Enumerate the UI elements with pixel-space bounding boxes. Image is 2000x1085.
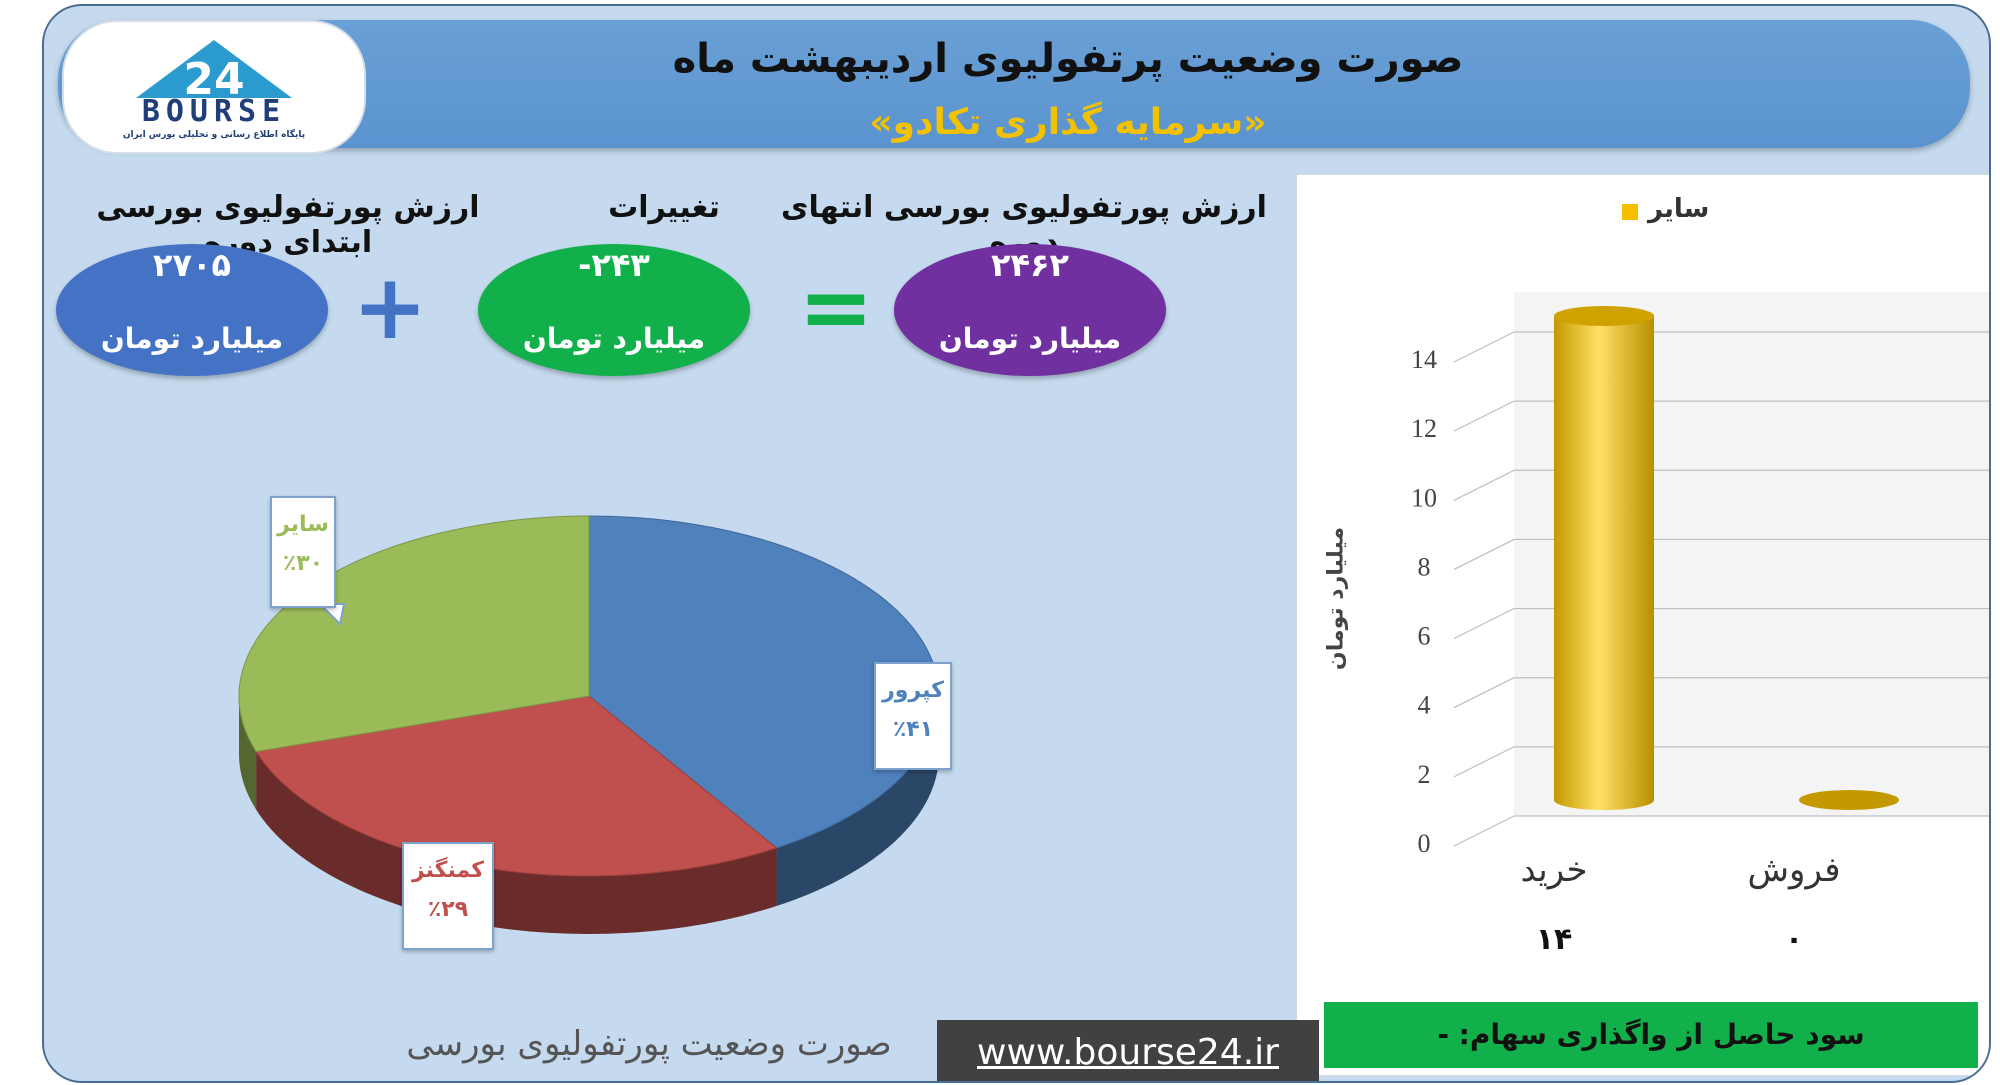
legend-series-name: سایر bbox=[1648, 194, 1710, 224]
end-value-oval: ۲۴۶۲ میلیارد تومان bbox=[894, 244, 1166, 376]
bar-y-tick-label: 10 bbox=[1411, 483, 1437, 512]
bar-gridline-side bbox=[1453, 469, 1515, 501]
bar-y-tick-label: 0 bbox=[1418, 829, 1431, 858]
change-label: تغییرات bbox=[608, 190, 720, 225]
bar-y-tick-label: 4 bbox=[1418, 691, 1431, 720]
pie-chart bbox=[238, 515, 940, 934]
bar-sell bbox=[1799, 790, 1899, 810]
change-value-unit: میلیارد تومان bbox=[522, 322, 706, 355]
bar-buy bbox=[1554, 316, 1654, 810]
pie-callout-other: سایر ٪۳۰ bbox=[270, 496, 336, 608]
bar-gridline-side bbox=[1453, 608, 1515, 640]
pie-value-other: ٪۳۰ bbox=[282, 551, 324, 576]
header-banner: صورت وضعیت پرتفولیوی اردیبهشت ماه «سرمای… bbox=[58, 20, 1970, 148]
equals-sign: = bbox=[798, 255, 874, 360]
start-value-oval: ۲۷۰۵ میلیارد تومان bbox=[56, 244, 328, 376]
page-title: صورت وضعیت پرتفولیوی اردیبهشت ماه bbox=[672, 36, 1464, 82]
pie-label-kaprovar: کپرور bbox=[882, 678, 944, 703]
pie-label-kamangan: کمنگنز bbox=[412, 858, 484, 883]
bar-category-sell: فروش bbox=[1747, 850, 1841, 890]
bar-gridline-side bbox=[1453, 746, 1515, 778]
bar-gridline-side bbox=[1453, 815, 1515, 847]
start-value: ۲۷۰۵ bbox=[152, 246, 232, 284]
bar-chart: 0 2 4 6 8 10 12 14 bbox=[1411, 292, 1989, 858]
bar-gridline-side bbox=[1453, 331, 1515, 363]
pie-value-kaprovar: ٪۴۱ bbox=[892, 717, 934, 742]
bar-y-tick-label: 8 bbox=[1418, 552, 1431, 581]
end-value-unit: میلیارد تومان bbox=[938, 322, 1122, 355]
report-frame: صورت وضعیت پرتفولیوی اردیبهشت ماه «سرمای… bbox=[42, 4, 1991, 1083]
bar-gridline-side bbox=[1453, 400, 1515, 432]
bar-y-tick-label: 6 bbox=[1418, 622, 1431, 651]
bar-value-buy: ۱۴ bbox=[1535, 922, 1573, 957]
logo-tagline: پایگاه اطلاع رسانی و تحلیلی بورس ایران bbox=[122, 130, 306, 140]
end-value: ۲۴۶۲ bbox=[990, 246, 1070, 284]
change-value-oval: -۲۴۳ میلیارد تومان bbox=[478, 244, 750, 376]
plus-sign: + bbox=[352, 255, 428, 360]
pie-value-kamangan: ٪۲۹ bbox=[427, 897, 469, 922]
bar-value-sell: ۰ bbox=[1784, 922, 1804, 957]
change-value: -۲۴۳ bbox=[578, 246, 650, 284]
pie-slice-kamangan-side bbox=[256, 751, 777, 934]
pie-callout-kamangan: کمنگنز ٪۲۹ bbox=[402, 842, 494, 950]
bar-gridline-side bbox=[1453, 538, 1515, 570]
bar-y-tick-label: 14 bbox=[1411, 345, 1437, 374]
page-subtitle: «سرمایه گذاری تکادو» bbox=[869, 102, 1267, 143]
pie-label-other: سایر bbox=[277, 512, 329, 537]
logo-text: BOURSE bbox=[141, 94, 287, 129]
bar-y-tick-label: 12 bbox=[1411, 414, 1437, 443]
start-value-unit: میلیارد تومان bbox=[100, 322, 284, 355]
bar-y-axis-label: میلیارد تومان bbox=[1323, 526, 1349, 671]
legend-swatch bbox=[1622, 204, 1638, 220]
bar-y-tick-label: 2 bbox=[1418, 760, 1431, 789]
pie-callout-kaprovar: کپرور ٪۴۱ bbox=[874, 662, 952, 770]
website-text[interactable]: www.bourse24.ir bbox=[977, 1032, 1279, 1073]
pie-caption: صورت وضعیت پورتفولیوی بورسی bbox=[406, 1024, 892, 1064]
bar-buy-top bbox=[1554, 306, 1654, 326]
logo-mark-icon: 24 bbox=[136, 40, 292, 102]
website-link[interactable]: www.bourse24.ir bbox=[937, 1020, 1319, 1081]
logo-mark-text: 24 bbox=[183, 54, 244, 102]
profit-banner: سود حاصل از واگذاری سهام: - bbox=[1324, 1002, 1978, 1068]
bourse24-logo: 24 BOURSE پایگاه اطلاع رسانی و تحلیلی بو… bbox=[62, 20, 366, 154]
bar-gridline-side bbox=[1453, 677, 1515, 709]
pie-slice-kaprovar bbox=[588, 515, 940, 849]
pie-slice-kaprovar-side bbox=[776, 696, 939, 906]
bar-category-buy: خرید bbox=[1520, 850, 1588, 890]
